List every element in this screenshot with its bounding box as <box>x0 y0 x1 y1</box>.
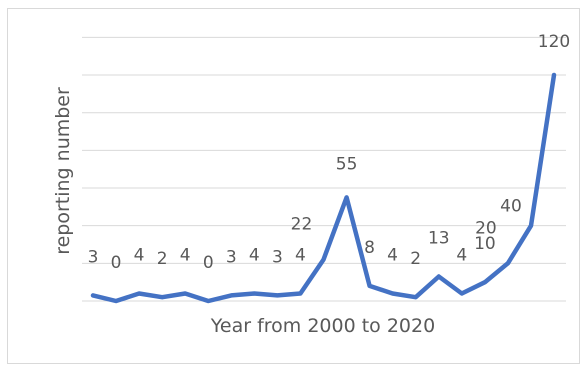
data-label: 40 <box>500 197 522 217</box>
data-label: 55 <box>336 154 358 174</box>
data-label: 3 <box>272 247 283 267</box>
data-label: 4 <box>180 246 191 266</box>
series-line <box>90 72 557 304</box>
data-label: 8 <box>364 238 375 258</box>
data-label: 3 <box>88 247 99 267</box>
data-label: 4 <box>295 246 306 266</box>
data-label: 0 <box>111 253 122 273</box>
data-label: 13 <box>428 229 450 249</box>
chart-frame <box>7 8 580 364</box>
x-axis-title: Year from 2000 to 2020 <box>210 315 435 337</box>
data-label: 4 <box>456 246 467 266</box>
data-label: 4 <box>249 246 260 266</box>
data-label: 2 <box>410 249 421 269</box>
data-label: 4 <box>387 246 398 266</box>
data-label: 20 <box>475 218 497 238</box>
y-axis-title: reporting number <box>52 87 74 255</box>
data-label: 2 <box>157 249 168 269</box>
gridlines <box>82 36 566 302</box>
data-label: 120 <box>538 32 570 52</box>
data-label: 3 <box>226 247 237 267</box>
data-label: 4 <box>134 246 145 266</box>
data-label: 0 <box>203 253 214 273</box>
data-label: 22 <box>291 215 313 235</box>
data-label: 10 <box>474 234 496 254</box>
